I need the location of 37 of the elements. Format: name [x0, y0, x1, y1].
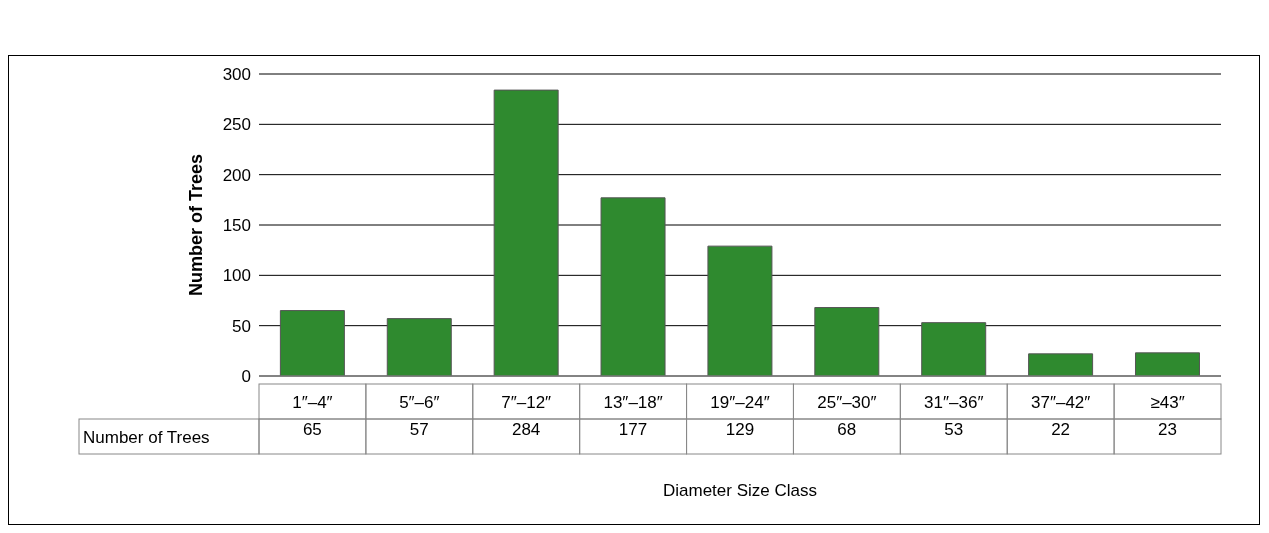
bar	[1028, 353, 1094, 376]
y-tick-label: 250	[222, 115, 251, 135]
data-label: 68	[837, 420, 857, 439]
data-label: 23	[1158, 420, 1177, 439]
bar	[814, 307, 880, 376]
y-tick-label: 100	[222, 266, 251, 286]
bar	[600, 197, 666, 376]
data-label: 53	[944, 420, 964, 439]
x-tick-label: 5″–6″	[399, 393, 440, 412]
bar	[279, 310, 345, 376]
data-label: 177	[618, 420, 648, 439]
x-tick-label: 13″–18″	[603, 393, 663, 412]
bar	[493, 89, 559, 376]
x-axis-title: Diameter Size Class	[662, 481, 818, 501]
y-tick-label: 50	[232, 316, 251, 336]
bar	[386, 318, 452, 376]
x-tick-label: 19″–24″	[710, 393, 770, 412]
y-tick-label: 150	[222, 216, 251, 236]
y-axis-title: Number of Trees	[186, 153, 207, 297]
x-tick-label: 25″–30″	[817, 393, 877, 412]
data-label: 65	[302, 420, 322, 439]
bar	[707, 245, 773, 376]
x-tick-label: 7″–12″	[501, 393, 552, 412]
y-tick-label: 300	[222, 65, 251, 85]
x-tick-label: 1″–4″	[292, 393, 333, 412]
x-tick-label: 31″–36″	[924, 393, 984, 412]
bar	[921, 322, 987, 376]
data-label: 284	[511, 420, 541, 439]
y-tick-label: 0	[241, 367, 251, 387]
x-tick-label: ≥43″	[1150, 393, 1185, 412]
data-label: 129	[725, 420, 755, 439]
x-tick-label: 37″–42″	[1031, 393, 1091, 412]
text: Number of Trees	[83, 428, 210, 447]
bar	[1134, 352, 1200, 376]
data-label: 57	[409, 420, 429, 439]
y-tick-label: 200	[222, 165, 251, 185]
data-label: 22	[1051, 420, 1071, 439]
